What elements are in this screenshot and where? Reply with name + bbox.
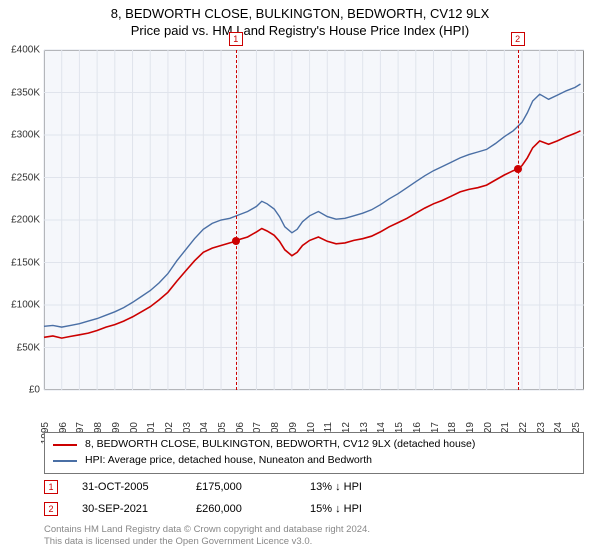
- sales-delta-1: 13% ↓ HPI: [310, 481, 400, 493]
- legend-swatch-property: [53, 444, 77, 446]
- y-tick-label: £400K: [11, 45, 40, 56]
- y-tick-label: £200K: [11, 215, 40, 226]
- sales-marker-2: 2: [44, 502, 58, 516]
- series-svg: [44, 50, 584, 390]
- sales-delta-2: 15% ↓ HPI: [310, 503, 400, 515]
- y-tick-label: £150K: [11, 257, 40, 268]
- sale-dot: [514, 165, 522, 173]
- y-tick-label: £300K: [11, 130, 40, 141]
- y-tick-label: £50K: [17, 342, 40, 353]
- y-tick-label: £100K: [11, 300, 40, 311]
- sales-price-1: £175,000: [196, 481, 286, 493]
- footer: Contains HM Land Registry data © Crown c…: [44, 524, 584, 549]
- footer-line-1: Contains HM Land Registry data © Crown c…: [44, 524, 584, 536]
- sale-marker-box: 1: [229, 32, 243, 46]
- sale-marker-box: 2: [511, 32, 525, 46]
- y-tick-label: £250K: [11, 172, 40, 183]
- sales-date-2: 30-SEP-2021: [82, 503, 172, 515]
- sales-date-1: 31-OCT-2005: [82, 481, 172, 493]
- sale-vline: [518, 50, 519, 390]
- legend-label-property: 8, BEDWORTH CLOSE, BULKINGTON, BEDWORTH,…: [85, 437, 475, 453]
- sales-marker-1: 1: [44, 480, 58, 494]
- legend-box: 8, BEDWORTH CLOSE, BULKINGTON, BEDWORTH,…: [44, 432, 584, 474]
- sales-price-2: £260,000: [196, 503, 286, 515]
- chart-area: £0£50K£100K£150K£200K£250K£300K£350K£400…: [44, 50, 584, 390]
- title-line-1: 8, BEDWORTH CLOSE, BULKINGTON, BEDWORTH,…: [0, 6, 600, 23]
- legend-swatch-hpi: [53, 460, 77, 462]
- y-tick-label: £350K: [11, 87, 40, 98]
- y-tick-label: £0: [29, 385, 40, 396]
- sales-row-2: 2 30-SEP-2021 £260,000 15% ↓ HPI: [44, 498, 584, 520]
- sale-dot: [232, 237, 240, 245]
- sales-table: 1 31-OCT-2005 £175,000 13% ↓ HPI 2 30-SE…: [44, 476, 584, 520]
- sales-row-1: 1 31-OCT-2005 £175,000 13% ↓ HPI: [44, 476, 584, 498]
- legend-row-hpi: HPI: Average price, detached house, Nune…: [53, 453, 575, 469]
- legend-label-hpi: HPI: Average price, detached house, Nune…: [85, 453, 372, 469]
- legend-row-property: 8, BEDWORTH CLOSE, BULKINGTON, BEDWORTH,…: [53, 437, 575, 453]
- sale-vline: [236, 50, 237, 390]
- footer-line-2: This data is licensed under the Open Gov…: [44, 536, 584, 548]
